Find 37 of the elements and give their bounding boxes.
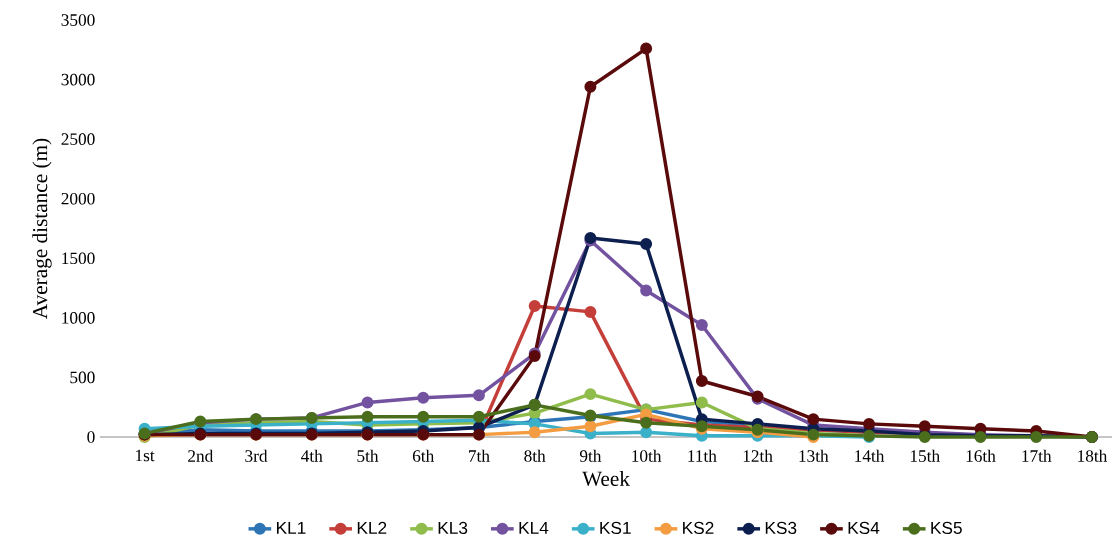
x-axis-title: Week [582,470,630,487]
y-tick-label: 1000 [62,312,95,324]
legend-label: KS5 [931,521,962,535]
x-tick-label: 2nd [188,449,214,462]
x-tick-label: 12th [743,449,773,462]
y-tick-label: 0 [87,431,95,443]
legend-label: KS3 [765,521,797,535]
x-tick-label: 9th [579,449,602,462]
legend-label: KL4 [519,521,549,534]
x-tick-label: 7th [469,449,490,462]
legend-label: KL3 [438,521,468,535]
x-tick-label: 4th [301,449,323,462]
y-tick-label: 2000 [61,192,95,205]
x-tick-label: 14th [855,449,885,462]
legend-label: KL2 [357,521,387,534]
x-tick-label: 15th [910,449,940,462]
y-tick-label: 2500 [61,133,95,145]
x-tick-label: 6th [412,449,435,462]
x-tick-label: 13th [799,449,829,462]
x-tick-label: 16th [966,449,996,462]
x-tick-label: 3rd [245,449,268,462]
legend-label: KL1 [276,521,306,534]
y-tick-label: 500 [70,371,95,384]
legend-label: KS2 [683,521,714,535]
x-tick-label: 11th [688,449,717,462]
x-tick-label: 18th [1078,449,1108,462]
y-tick-label: 3000 [61,73,95,86]
legend-label: KS4 [848,521,880,535]
x-tick-label: 5th [357,449,379,462]
x-tick-label: 17th [1022,449,1052,462]
x-tick-label: 8th [524,449,546,462]
y-axis-title: Average distance (m) [32,138,52,319]
y-tick-label: 1500 [62,252,95,265]
x-tick-label: 10th [632,449,662,462]
legend-label: KS1 [600,521,631,535]
x-tick-label: 1st [136,449,155,462]
y-tick-label: 3500 [61,14,95,26]
